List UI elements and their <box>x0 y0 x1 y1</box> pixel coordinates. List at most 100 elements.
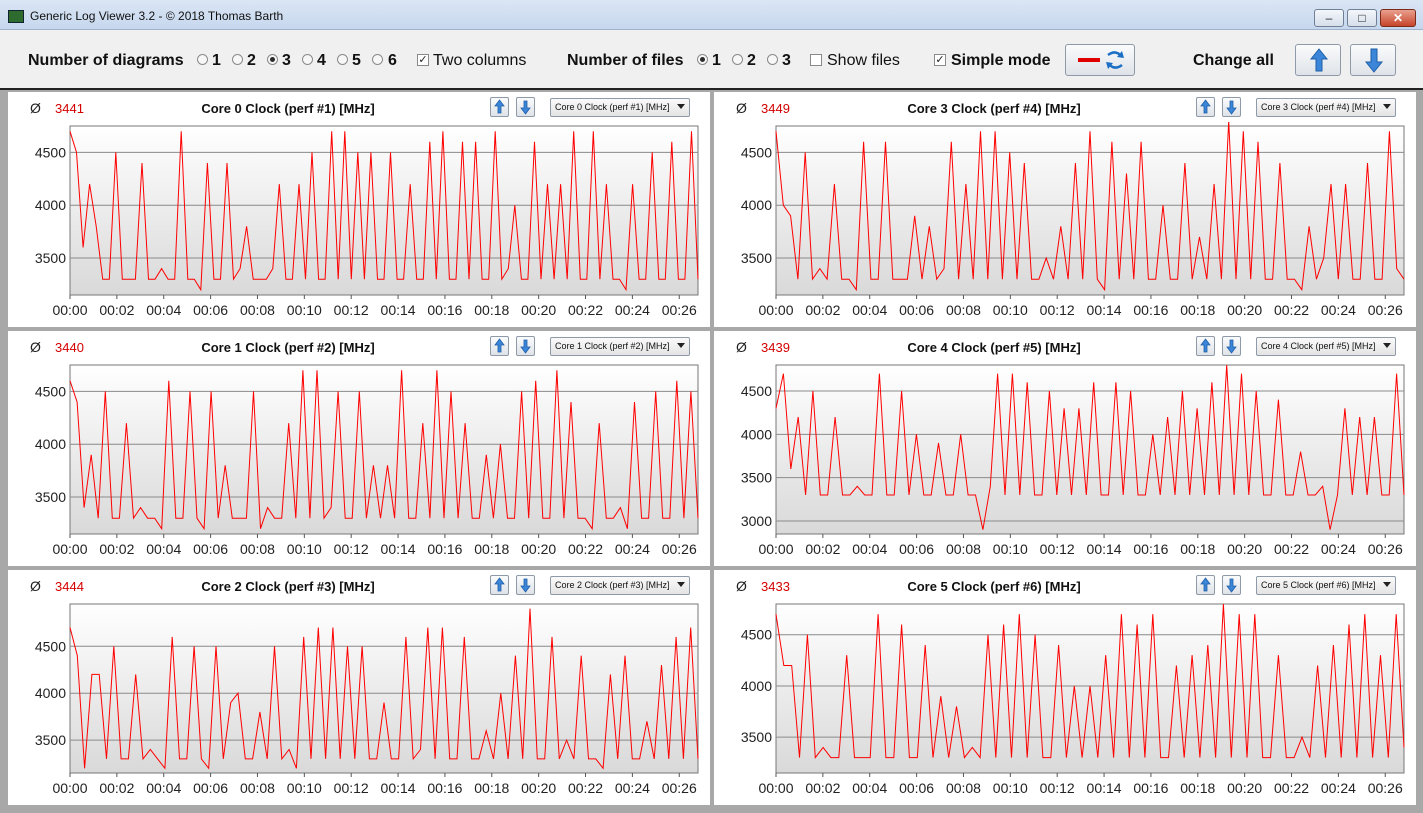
series-line <box>69 370 699 531</box>
x-tick-label: 00:10 <box>287 302 322 318</box>
move-up-button[interactable] <box>1196 575 1215 595</box>
app-icon <box>8 10 24 23</box>
x-tick-label: 00:26 <box>662 302 697 318</box>
line-chart: 3500 4000 4500 00:00 00:02 00:04 00:06 00:08 00:… <box>35 125 699 318</box>
move-all-down-button[interactable] <box>1350 44 1396 76</box>
files-radio-2[interactable] <box>732 54 743 65</box>
files-radio-3[interactable] <box>767 54 778 65</box>
diagram-panel: Ø 3433 Core 5 Clock (perf #6) [MHz] Core 5 … <box>714 570 1416 805</box>
diagrams-radio-4[interactable] <box>302 54 313 65</box>
x-tick-label: 00:22 <box>568 780 603 796</box>
move-up-button[interactable] <box>490 336 509 356</box>
y-tick-label: 3500 <box>741 250 772 266</box>
x-tick-label: 00:22 <box>568 541 603 557</box>
x-tick-label: 00:06 <box>193 780 228 796</box>
series-select-value: Core 5 Clock (perf #6) [MHz] <box>1261 580 1376 590</box>
x-tick-label: 00:06 <box>899 780 934 796</box>
files-option-2: 2 <box>747 52 756 69</box>
diagrams-option-1: 1 <box>212 52 221 69</box>
series-select[interactable]: Core 3 Clock (perf #4) [MHz] <box>1256 98 1396 117</box>
close-button[interactable]: ✕ <box>1380 9 1416 27</box>
average-symbol: Ø <box>736 339 747 355</box>
series-select-value: Core 1 Clock (perf #2) [MHz] <box>555 341 670 351</box>
x-tick-label: 00:08 <box>946 302 981 318</box>
x-tick-label: 00:10 <box>993 302 1028 318</box>
move-up-button[interactable] <box>490 575 509 595</box>
y-tick-label: 3500 <box>741 729 772 745</box>
x-tick-label: 00:00 <box>52 541 87 557</box>
diagram-title: Core 5 Clock (perf #6) [MHz] <box>907 579 1081 594</box>
x-tick-label: 00:14 <box>381 780 416 796</box>
diagrams-radio-5[interactable] <box>337 54 348 65</box>
series-select[interactable]: Core 5 Clock (perf #6) [MHz] <box>1256 576 1396 595</box>
arrow-up-icon <box>494 99 505 114</box>
diagram-title: Core 4 Clock (perf #5) [MHz] <box>907 340 1081 355</box>
x-tick-label: 00:20 <box>521 541 556 557</box>
show-files-checkbox[interactable] <box>810 54 822 66</box>
series-select[interactable]: Core 0 Clock (perf #1) [MHz] <box>550 98 690 117</box>
diagrams-radio-6[interactable] <box>372 54 383 65</box>
diagrams-radio-3[interactable] <box>267 54 278 65</box>
average-value: 3439 <box>761 340 790 355</box>
x-tick-label: 00:22 <box>1274 780 1309 796</box>
move-down-button[interactable] <box>1222 575 1241 595</box>
x-tick-label: 00:16 <box>1133 780 1168 796</box>
diagram-title: Core 1 Clock (perf #2) [MHz] <box>201 340 375 355</box>
series-select[interactable]: Core 2 Clock (perf #3) [MHz] <box>550 576 690 595</box>
diagram-panel: Ø 3444 Core 2 Clock (perf #3) [MHz] Core 2 … <box>8 570 710 805</box>
files-radio-1[interactable] <box>697 54 708 65</box>
x-tick-label: 00:16 <box>427 302 462 318</box>
move-down-button[interactable] <box>516 575 535 595</box>
y-tick-label: 3000 <box>741 513 772 529</box>
move-up-button[interactable] <box>1196 97 1215 117</box>
x-tick-label: 00:08 <box>946 780 981 796</box>
average-symbol: Ø <box>736 100 747 116</box>
x-tick-label: 00:26 <box>1368 302 1403 318</box>
x-tick-label: 00:14 <box>1087 780 1122 796</box>
move-down-button[interactable] <box>1222 336 1241 356</box>
color-swap-button[interactable] <box>1065 44 1135 76</box>
move-up-button[interactable] <box>490 97 509 117</box>
x-tick-label: 00:16 <box>427 541 462 557</box>
line-color-icon <box>1078 58 1100 62</box>
x-tick-label: 00:18 <box>1180 780 1215 796</box>
diagrams-radio-1[interactable] <box>197 54 208 65</box>
x-tick-label: 00:18 <box>1180 541 1215 557</box>
move-down-button[interactable] <box>1222 97 1241 117</box>
move-down-button[interactable] <box>516 336 535 356</box>
y-tick-label: 4500 <box>741 144 772 160</box>
maximize-button[interactable]: □ <box>1347 9 1377 27</box>
move-up-button[interactable] <box>1196 336 1215 356</box>
x-tick-label: 00:10 <box>287 541 322 557</box>
diagram-title: Core 2 Clock (perf #3) [MHz] <box>201 579 375 594</box>
y-tick-label: 4500 <box>741 383 772 399</box>
line-chart: 3500 4000 4500 00:00 00:02 00:04 00:06 00:08 00:… <box>35 603 699 796</box>
average-value: 3433 <box>761 579 790 594</box>
minimize-button[interactable]: – <box>1314 9 1344 27</box>
x-tick-label: 00:06 <box>899 541 934 557</box>
series-select[interactable]: Core 4 Clock (perf #5) [MHz] <box>1256 337 1396 356</box>
x-tick-label: 00:06 <box>899 302 934 318</box>
diagrams-option-4: 4 <box>317 52 326 69</box>
average-symbol: Ø <box>736 578 747 594</box>
x-tick-label: 00:02 <box>805 780 840 796</box>
diagrams-radio-2[interactable] <box>232 54 243 65</box>
move-all-up-button[interactable] <box>1295 44 1341 76</box>
two-columns-checkbox[interactable]: ✓ <box>417 54 429 66</box>
plot-area <box>69 125 699 296</box>
series-select-value: Core 0 Clock (perf #1) [MHz] <box>555 102 670 112</box>
arrow-up-icon <box>1200 577 1211 592</box>
series-line <box>775 364 1405 530</box>
x-tick-label: 00:08 <box>240 780 275 796</box>
diagrams-option-5: 5 <box>352 52 361 69</box>
chevron-down-icon <box>1383 104 1391 109</box>
x-tick-label: 00:04 <box>852 302 887 318</box>
series-select[interactable]: Core 1 Clock (perf #2) [MHz] <box>550 337 690 356</box>
x-tick-label: 00:12 <box>1040 302 1075 318</box>
series-select-value: Core 4 Clock (perf #5) [MHz] <box>1261 341 1376 351</box>
arrow-down-icon <box>520 578 531 593</box>
arrow-up-icon <box>494 338 505 353</box>
move-down-button[interactable] <box>516 97 535 117</box>
simple-mode-checkbox[interactable]: ✓ <box>934 54 946 66</box>
x-tick-label: 00:20 <box>1227 541 1262 557</box>
